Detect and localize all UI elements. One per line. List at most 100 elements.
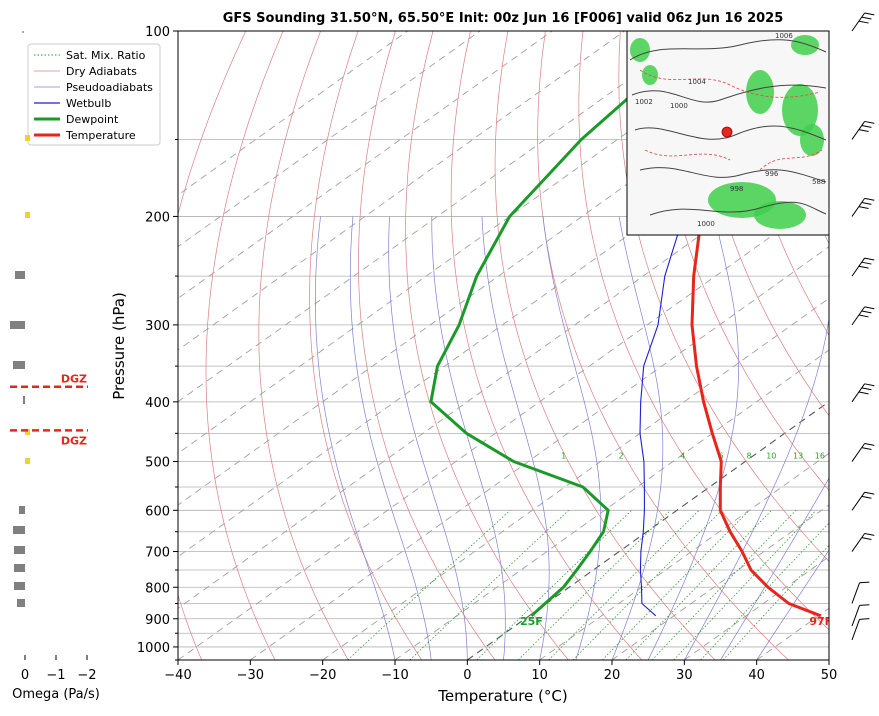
mixing-ratio-label: 16 — [815, 452, 825, 461]
omega-bar — [14, 564, 25, 572]
wind-barb-flag — [861, 125, 872, 128]
wind-barb — [851, 306, 875, 326]
mixing-ratio-line — [722, 544, 829, 660]
isotherm-line — [467, 400, 829, 660]
inset-contour-label: 1000 — [670, 102, 688, 110]
wind-barb — [851, 604, 870, 627]
wind-barb — [851, 120, 875, 140]
wind-barb-flag — [861, 16, 872, 20]
wind-barb — [851, 257, 875, 277]
omega-axis-label: Omega (Pa/s) — [12, 687, 100, 702]
x-tick-label: 30 — [676, 668, 693, 683]
omega-positive-bar — [25, 429, 30, 435]
wind-barb-flag — [859, 581, 870, 584]
inset-precip-area — [754, 201, 806, 229]
mixing-ratio-line — [625, 510, 772, 660]
inset-height-contour — [759, 149, 823, 171]
omega-tick-label: −2 — [77, 668, 96, 683]
y-axis-ticks: 100 200 300 400 500 600 700 800 900 1000 — [137, 25, 178, 661]
wind-barb-flag — [864, 12, 875, 16]
surface-temperature-label: 97F — [809, 615, 832, 628]
mixing-ratio-label: 13 — [793, 452, 803, 461]
wind-barb-flag — [864, 306, 875, 310]
wind-barb — [851, 197, 875, 217]
wind-barb-flag — [864, 197, 875, 201]
y-tick-label: 800 — [145, 581, 170, 596]
wind-barb-staff — [851, 491, 866, 511]
isotherm-line — [178, 31, 408, 196]
isotherm-line — [178, 31, 481, 248]
omega-bar — [17, 599, 25, 607]
pseudoadiabat-line — [481, 216, 550, 660]
wind-barbs — [851, 12, 875, 641]
chart-title: GFS Sounding 31.50°N, 65.50°E Init: 00z … — [223, 11, 784, 26]
wind-barb-flag — [859, 604, 870, 606]
inset-isobar — [639, 167, 827, 183]
wind-barb-flag — [858, 129, 869, 133]
inset-contour-label: 1004 — [688, 78, 706, 86]
wind-barb-staff — [851, 198, 866, 217]
isotherm-line — [828, 659, 829, 660]
inset-contour-label: 998 — [730, 185, 743, 193]
pseudoadiabat-line — [647, 216, 739, 660]
wind-barb-flag — [864, 257, 875, 261]
mixing-ratio-line — [517, 510, 671, 660]
omega-bar — [14, 582, 25, 590]
pseudoadiabat-line — [315, 216, 396, 660]
pseudoadiabat-line — [756, 549, 829, 660]
inset-isobar — [631, 84, 827, 103]
inset-precip-area — [630, 38, 650, 62]
omega-positive-bar — [25, 458, 30, 464]
isotherm-line — [250, 246, 829, 660]
omega-small-mark — [22, 31, 24, 33]
x-tick-label: −30 — [237, 668, 264, 683]
y-tick-label: 500 — [145, 456, 170, 471]
wind-barb-flag — [861, 387, 872, 391]
mixing-ratio-line — [602, 510, 750, 660]
wind-barb-staff — [851, 582, 860, 604]
mixing-ratio-line — [409, 510, 569, 660]
wind-barb-flag — [861, 537, 872, 540]
wind-barb-flag — [861, 261, 872, 265]
wind-barb-staff — [851, 121, 866, 140]
y-tick-label: 600 — [145, 504, 170, 519]
wind-barb-flag — [858, 265, 869, 269]
mixing-ratio-label: 24 — [858, 452, 868, 461]
wind-barb — [851, 533, 875, 552]
omega-tick-label: 0 — [21, 668, 29, 683]
omega-positive-bar — [25, 212, 30, 218]
dry-adiabat-line — [178, 31, 247, 660]
wind-barb-flag — [864, 491, 875, 495]
inset-location-marker — [721, 126, 733, 138]
inset-contour-label: 996 — [765, 170, 779, 178]
inset-height-contour — [644, 149, 731, 161]
omega-bar — [19, 506, 25, 514]
omega-bar — [14, 546, 25, 554]
dgz-top-label: DGZ — [61, 373, 87, 386]
mixing-ratio-label: 1 — [561, 452, 566, 461]
mixing-ratio-label: 20 — [839, 452, 849, 461]
y-axis-label: Pressure (hPa) — [110, 292, 128, 400]
legend-box — [27, 43, 161, 146]
inset-isobar — [649, 201, 827, 216]
y-tick-label: 300 — [145, 319, 170, 334]
dry-adiabat-line — [494, 31, 716, 660]
mixing-ratio-line — [347, 510, 511, 660]
wind-barb-flag — [861, 495, 872, 499]
wind-barb-flag — [859, 618, 870, 620]
pseudoadiabat-line — [431, 216, 506, 660]
isotherm-line — [178, 194, 829, 660]
pseudoadiabat-line — [683, 216, 829, 660]
legend-label-dewpoint: Dewpoint — [66, 113, 119, 126]
isotherm-line — [178, 142, 829, 609]
isotherm-line — [178, 31, 553, 299]
x-axis-ticks: −40 −30 −20 −10 0 10 20 30 40 50 — [164, 660, 837, 683]
dry-adiabat-line — [578, 31, 829, 631]
legend-label-dry_adiabat: Dry Adiabats — [66, 65, 137, 78]
dry-adiabat-line — [358, 31, 496, 660]
inset-isobar — [634, 125, 827, 141]
x-tick-label: −40 — [164, 668, 191, 683]
mixing-ratio-label: 4 — [680, 452, 685, 461]
isotherm-line — [539, 452, 829, 660]
x-tick-label: −10 — [381, 668, 408, 683]
